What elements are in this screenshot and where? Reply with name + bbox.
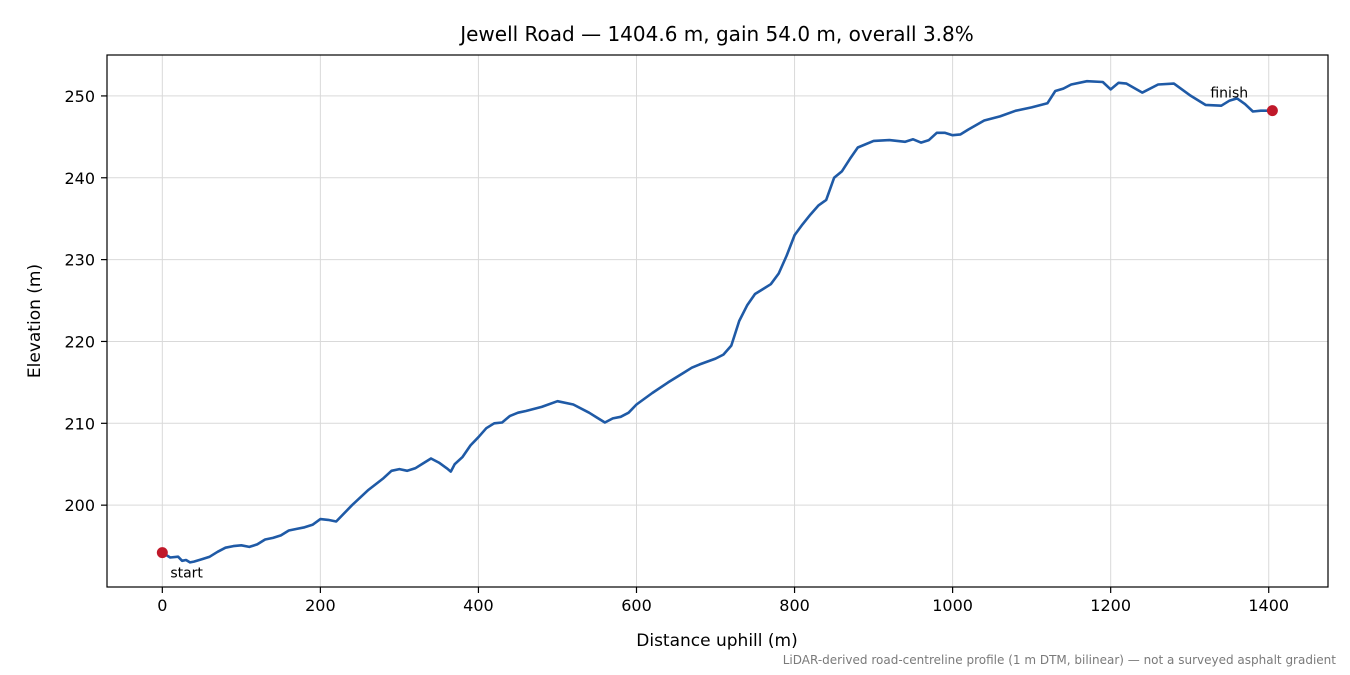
- y-tick-label: 250: [64, 87, 95, 106]
- x-tick-label: 400: [463, 596, 494, 615]
- axis-ticks: 0 200 400 600 800 1000 1200 1400 200 210 220 230 240…: [64, 87, 1289, 615]
- y-tick-label: 200: [64, 496, 95, 515]
- finish-marker: [1266, 105, 1278, 117]
- x-axis-label: Distance uphill (m): [636, 631, 797, 651]
- x-tick-label: 1200: [1090, 596, 1131, 615]
- x-tick-label: 1000: [932, 596, 973, 615]
- x-tick-label: 800: [779, 596, 810, 615]
- x-tick-label: 200: [305, 596, 336, 615]
- footnote: LiDAR-derived road-centreline profile (1…: [783, 653, 1337, 667]
- start-label: start: [170, 566, 203, 582]
- y-tick-label: 240: [64, 169, 95, 188]
- y-tick-label: 220: [64, 332, 95, 351]
- start-marker: [156, 547, 168, 559]
- grid-lines: [107, 55, 1328, 587]
- x-tick-label: 1400: [1248, 596, 1289, 615]
- data-series: [161, 79, 1274, 564]
- annotations: start finish: [156, 86, 1278, 582]
- y-tick-label: 210: [64, 414, 95, 433]
- elevation-line: [161, 79, 1274, 564]
- plot-frame: [106, 54, 1329, 588]
- y-tick-label: 230: [64, 251, 95, 270]
- x-tick-label: 600: [621, 596, 652, 615]
- y-axis-label: Elevation (m): [25, 264, 45, 378]
- finish-label: finish: [1210, 86, 1248, 102]
- x-tick-label: 0: [157, 596, 167, 615]
- chart-title: Jewell Road — 1404.6 m, gain 54.0 m, ove…: [458, 22, 974, 46]
